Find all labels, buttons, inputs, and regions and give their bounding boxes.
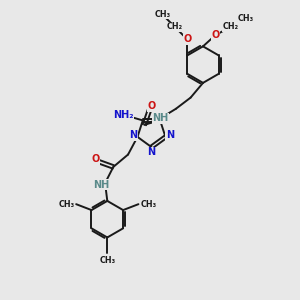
Text: NH: NH	[152, 113, 169, 123]
Text: CH₃: CH₃	[140, 200, 156, 209]
Text: CH₃: CH₃	[154, 10, 170, 19]
Text: CH₃: CH₃	[238, 14, 254, 23]
Text: N: N	[147, 147, 155, 158]
Text: N: N	[166, 130, 174, 140]
Text: CH₃: CH₃	[58, 200, 74, 209]
Text: CH₂: CH₂	[167, 22, 183, 32]
Text: NH₂: NH₂	[113, 110, 133, 120]
Text: NH: NH	[93, 180, 110, 190]
Text: O: O	[92, 154, 100, 164]
Text: CH₂: CH₂	[223, 22, 239, 32]
Text: O: O	[211, 30, 220, 40]
Text: O: O	[183, 34, 191, 44]
Text: N: N	[129, 130, 137, 140]
Text: CH₃: CH₃	[99, 256, 116, 265]
Text: O: O	[147, 101, 155, 111]
